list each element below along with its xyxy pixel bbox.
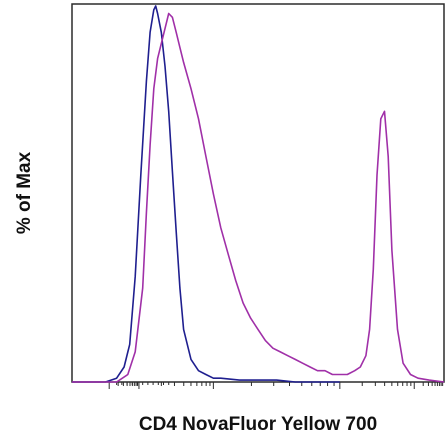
x-axis-label: CD4 NovaFluor Yellow 700 xyxy=(139,414,377,435)
y-axis-label: % of Max xyxy=(14,151,35,234)
histogram-series-2 xyxy=(72,12,445,383)
x-axis-ticks xyxy=(108,382,444,389)
plot-frame xyxy=(71,3,445,383)
series-layer xyxy=(72,5,445,383)
histogram-series-1 xyxy=(72,5,340,383)
